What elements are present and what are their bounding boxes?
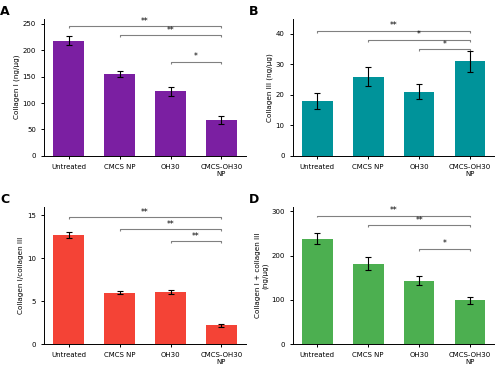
Text: *: * — [442, 239, 446, 249]
Bar — [302, 101, 332, 156]
Bar — [454, 61, 486, 156]
Bar — [104, 74, 135, 156]
Bar — [155, 91, 186, 156]
Bar — [404, 92, 434, 156]
Text: *: * — [417, 30, 421, 39]
Bar — [104, 293, 135, 344]
Text: **: ** — [390, 206, 398, 215]
Text: A: A — [0, 5, 10, 18]
Text: B: B — [248, 5, 258, 18]
Text: **: ** — [166, 26, 174, 35]
Text: **: ** — [166, 220, 174, 229]
Text: **: ** — [416, 216, 423, 225]
Bar — [353, 76, 384, 156]
Text: D: D — [248, 193, 259, 206]
Bar — [454, 300, 486, 344]
Bar — [206, 325, 236, 344]
Y-axis label: Collagen I + collagen III
(ng/μg): Collagen I + collagen III (ng/μg) — [255, 233, 268, 318]
Text: **: ** — [192, 232, 200, 241]
Bar — [353, 263, 384, 344]
Text: **: ** — [141, 17, 149, 26]
Bar — [155, 292, 186, 344]
Y-axis label: Collagen I (ng/μg): Collagen I (ng/μg) — [13, 55, 20, 119]
Bar — [404, 281, 434, 344]
Y-axis label: Collagen I/collagen III: Collagen I/collagen III — [18, 237, 24, 314]
Text: C: C — [0, 193, 9, 206]
Bar — [302, 239, 332, 344]
Y-axis label: Collagen III (ng/μg): Collagen III (ng/μg) — [266, 53, 273, 122]
Text: *: * — [194, 52, 198, 62]
Bar — [54, 235, 84, 344]
Bar — [54, 41, 84, 156]
Bar — [206, 120, 236, 156]
Text: **: ** — [390, 21, 398, 30]
Text: **: ** — [141, 208, 149, 217]
Text: *: * — [442, 40, 446, 49]
